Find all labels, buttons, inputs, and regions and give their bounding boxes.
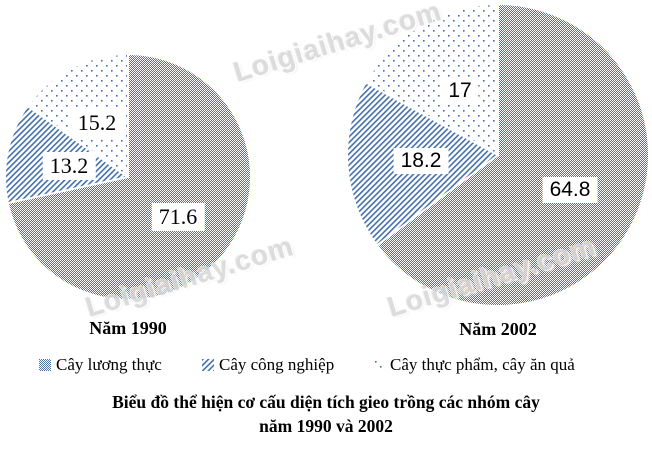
data-label-2002-luong-thuc: 64.8 [542,177,598,203]
legend-swatch-dots-icon [373,359,385,371]
caption-line-1: Biểu đồ thể hiện cơ cấu diện tích gieo t… [112,392,540,412]
data-label-1990-luong-thuc: 71.6 [151,203,205,231]
legend-item-thuc-pham: Cây thực phẩm, cây ăn quả [373,355,575,375]
pie-slice-checker [6,53,252,301]
legend-label: Cây thực phẩm, cây ăn quả [390,355,575,374]
data-label-1990-thuc-pham: 15.2 [70,109,124,137]
legend-label: Cây lương thực [56,355,162,374]
legend-item-luong-thuc: Cây lương thực [39,355,162,375]
pie-slice-checker [375,3,650,307]
caption-line-2: năm 1990 và 2002 [259,416,393,436]
data-label-2002-cong-nghiep: 18.2 [393,148,449,174]
pie-title-2002: Năm 2002 [459,319,537,339]
pie-slice-dots [364,3,499,156]
legend-label: Cây công nghiệp [219,355,335,374]
legend-swatch-stripes-icon [202,359,214,371]
legend-item-cong-nghiep: Cây công nghiệp [202,355,334,375]
pie-title-1990: Năm 1990 [89,318,167,338]
data-label-2002-thuc-pham: 17 [441,78,479,104]
data-label-1990-cong-nghiep: 13.2 [42,152,96,180]
chart-caption: Biểu đồ thể hiện cơ cấu diện tích gieo t… [0,390,652,438]
pie-1990 [4,53,252,301]
pie-2002 [346,3,650,307]
legend-swatch-checker-icon [39,359,51,371]
